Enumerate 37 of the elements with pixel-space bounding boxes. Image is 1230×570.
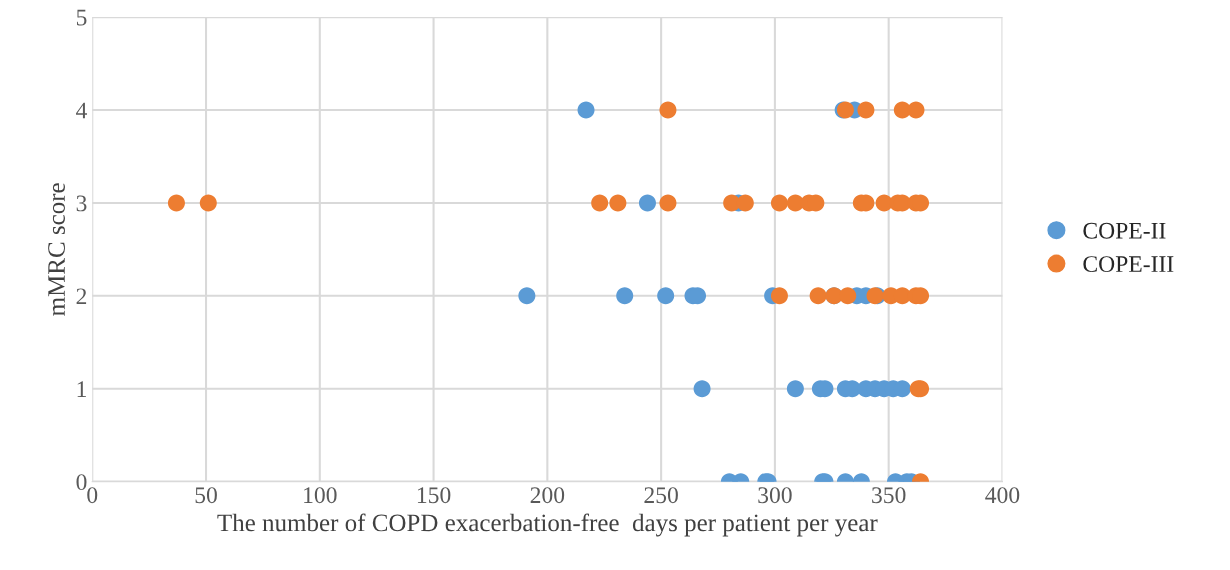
point: [809, 287, 827, 305]
point: [659, 194, 677, 212]
y-tick-label: 2: [76, 288, 87, 305]
point: [857, 101, 875, 119]
x-tick-label: 250: [644, 487, 678, 504]
x-tick-label: 150: [417, 487, 451, 504]
point: [577, 101, 595, 119]
point: [199, 194, 217, 212]
x-tick-label: 300: [758, 487, 792, 504]
legend-label: COPE-II: [1083, 222, 1166, 239]
point: [657, 287, 675, 305]
point: [786, 380, 804, 398]
x-axis-title: The number of COPD exacerbation-free days per patient per year: [217, 513, 878, 537]
y-tick-label: 5: [76, 9, 87, 26]
point: [167, 194, 185, 212]
y-tick-label: 3: [76, 195, 87, 212]
point: [839, 287, 857, 305]
y-axis-title: mMRC score: [48, 183, 65, 316]
y-tick-label: 4: [76, 102, 88, 119]
x-tick-label: 100: [304, 487, 337, 504]
x-tick-label: 200: [530, 487, 565, 504]
point: [770, 287, 788, 305]
legend-label: COPE-III: [1083, 256, 1174, 273]
y-tick-label: 0: [76, 474, 87, 491]
y-tick-label: 1: [77, 381, 86, 397]
point: [770, 194, 788, 212]
x-tick-label: 350: [872, 487, 906, 504]
point: [907, 101, 925, 119]
point: [638, 194, 656, 212]
x-tick-label: 400: [985, 487, 1020, 504]
point: [609, 194, 627, 212]
point: [693, 380, 711, 398]
point: [659, 101, 677, 119]
point: [616, 287, 634, 305]
x-tick-label: 50: [195, 487, 217, 504]
point: [591, 194, 609, 212]
point: [518, 287, 536, 305]
